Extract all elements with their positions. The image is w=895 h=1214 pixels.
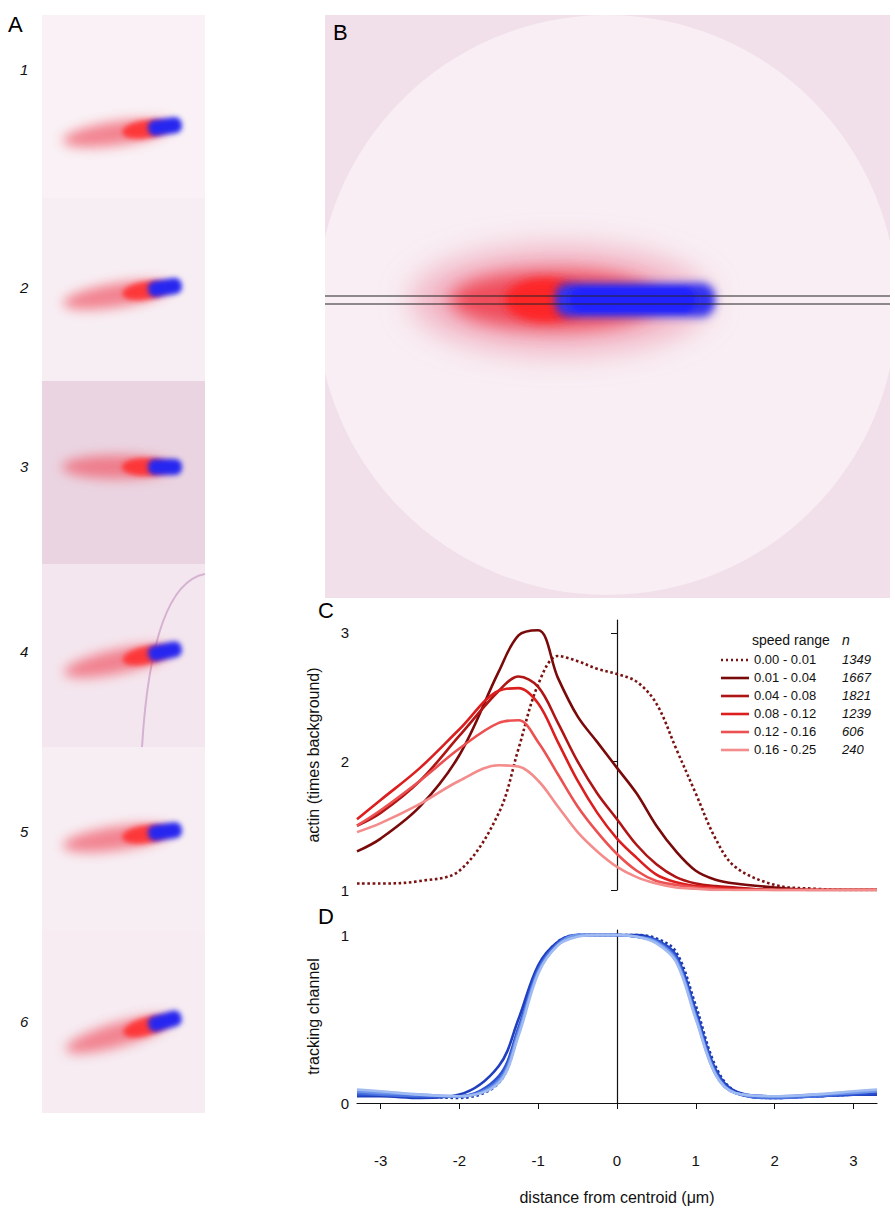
svg-text:-3: -3 [374,1152,387,1169]
html-text:0.00 - 0.01: 0.00 - 0.01 [754,652,817,667]
svg-text:6: 6 [20,1013,29,1030]
svg-text:distance from centroid (μm): distance from centroid (μm) [519,1189,714,1206]
html-text:A: A [8,12,23,37]
svg-text:-1: -1 [532,1152,545,1169]
svg-text:0: 0 [613,1152,621,1169]
svg-text:1: 1 [341,882,349,899]
svg-text:5: 5 [20,823,29,840]
html-text:0.08 - 0.12: 0.08 - 0.12 [754,706,817,721]
html-text:1667: 1667 [842,670,871,685]
html-text:n: n [842,632,850,648]
svg-text:2: 2 [341,753,349,770]
svg-text:-2: -2 [453,1152,466,1169]
html-text:0.12 - 0.16: 0.12 - 0.16 [754,724,817,739]
svg-text:1: 1 [692,1152,700,1169]
html-text:C: C [318,598,334,623]
html-text:1239: 1239 [842,706,871,721]
svg-text:3: 3 [849,1152,857,1169]
html-text:0.16 - 0.25: 0.16 - 0.25 [754,742,817,757]
html-text:240: 240 [842,742,864,757]
svg-text:4: 4 [20,643,28,660]
html-text:606: 606 [842,724,864,739]
html-text:B: B [333,20,348,45]
svg-text:1: 1 [20,61,28,78]
html-text:1821: 1821 [842,688,871,703]
html-text:1349: 1349 [842,652,871,667]
svg-text:2: 2 [770,1152,778,1169]
svg-text:tracking channel: tracking channel [305,958,322,1075]
svg-text:3: 3 [20,458,29,475]
html-text:0.01 - 0.04: 0.01 - 0.04 [754,670,817,685]
html-text:speed range: speed range [752,632,830,648]
svg-text:actin (times background): actin (times background) [305,667,322,842]
html-text:0.04 - 0.08: 0.04 - 0.08 [754,688,817,703]
svg-text:2: 2 [19,279,29,296]
svg-text:1: 1 [341,927,349,944]
html-text:D: D [318,904,334,929]
svg-text:0: 0 [341,1095,349,1112]
svg-text:3: 3 [341,624,349,641]
